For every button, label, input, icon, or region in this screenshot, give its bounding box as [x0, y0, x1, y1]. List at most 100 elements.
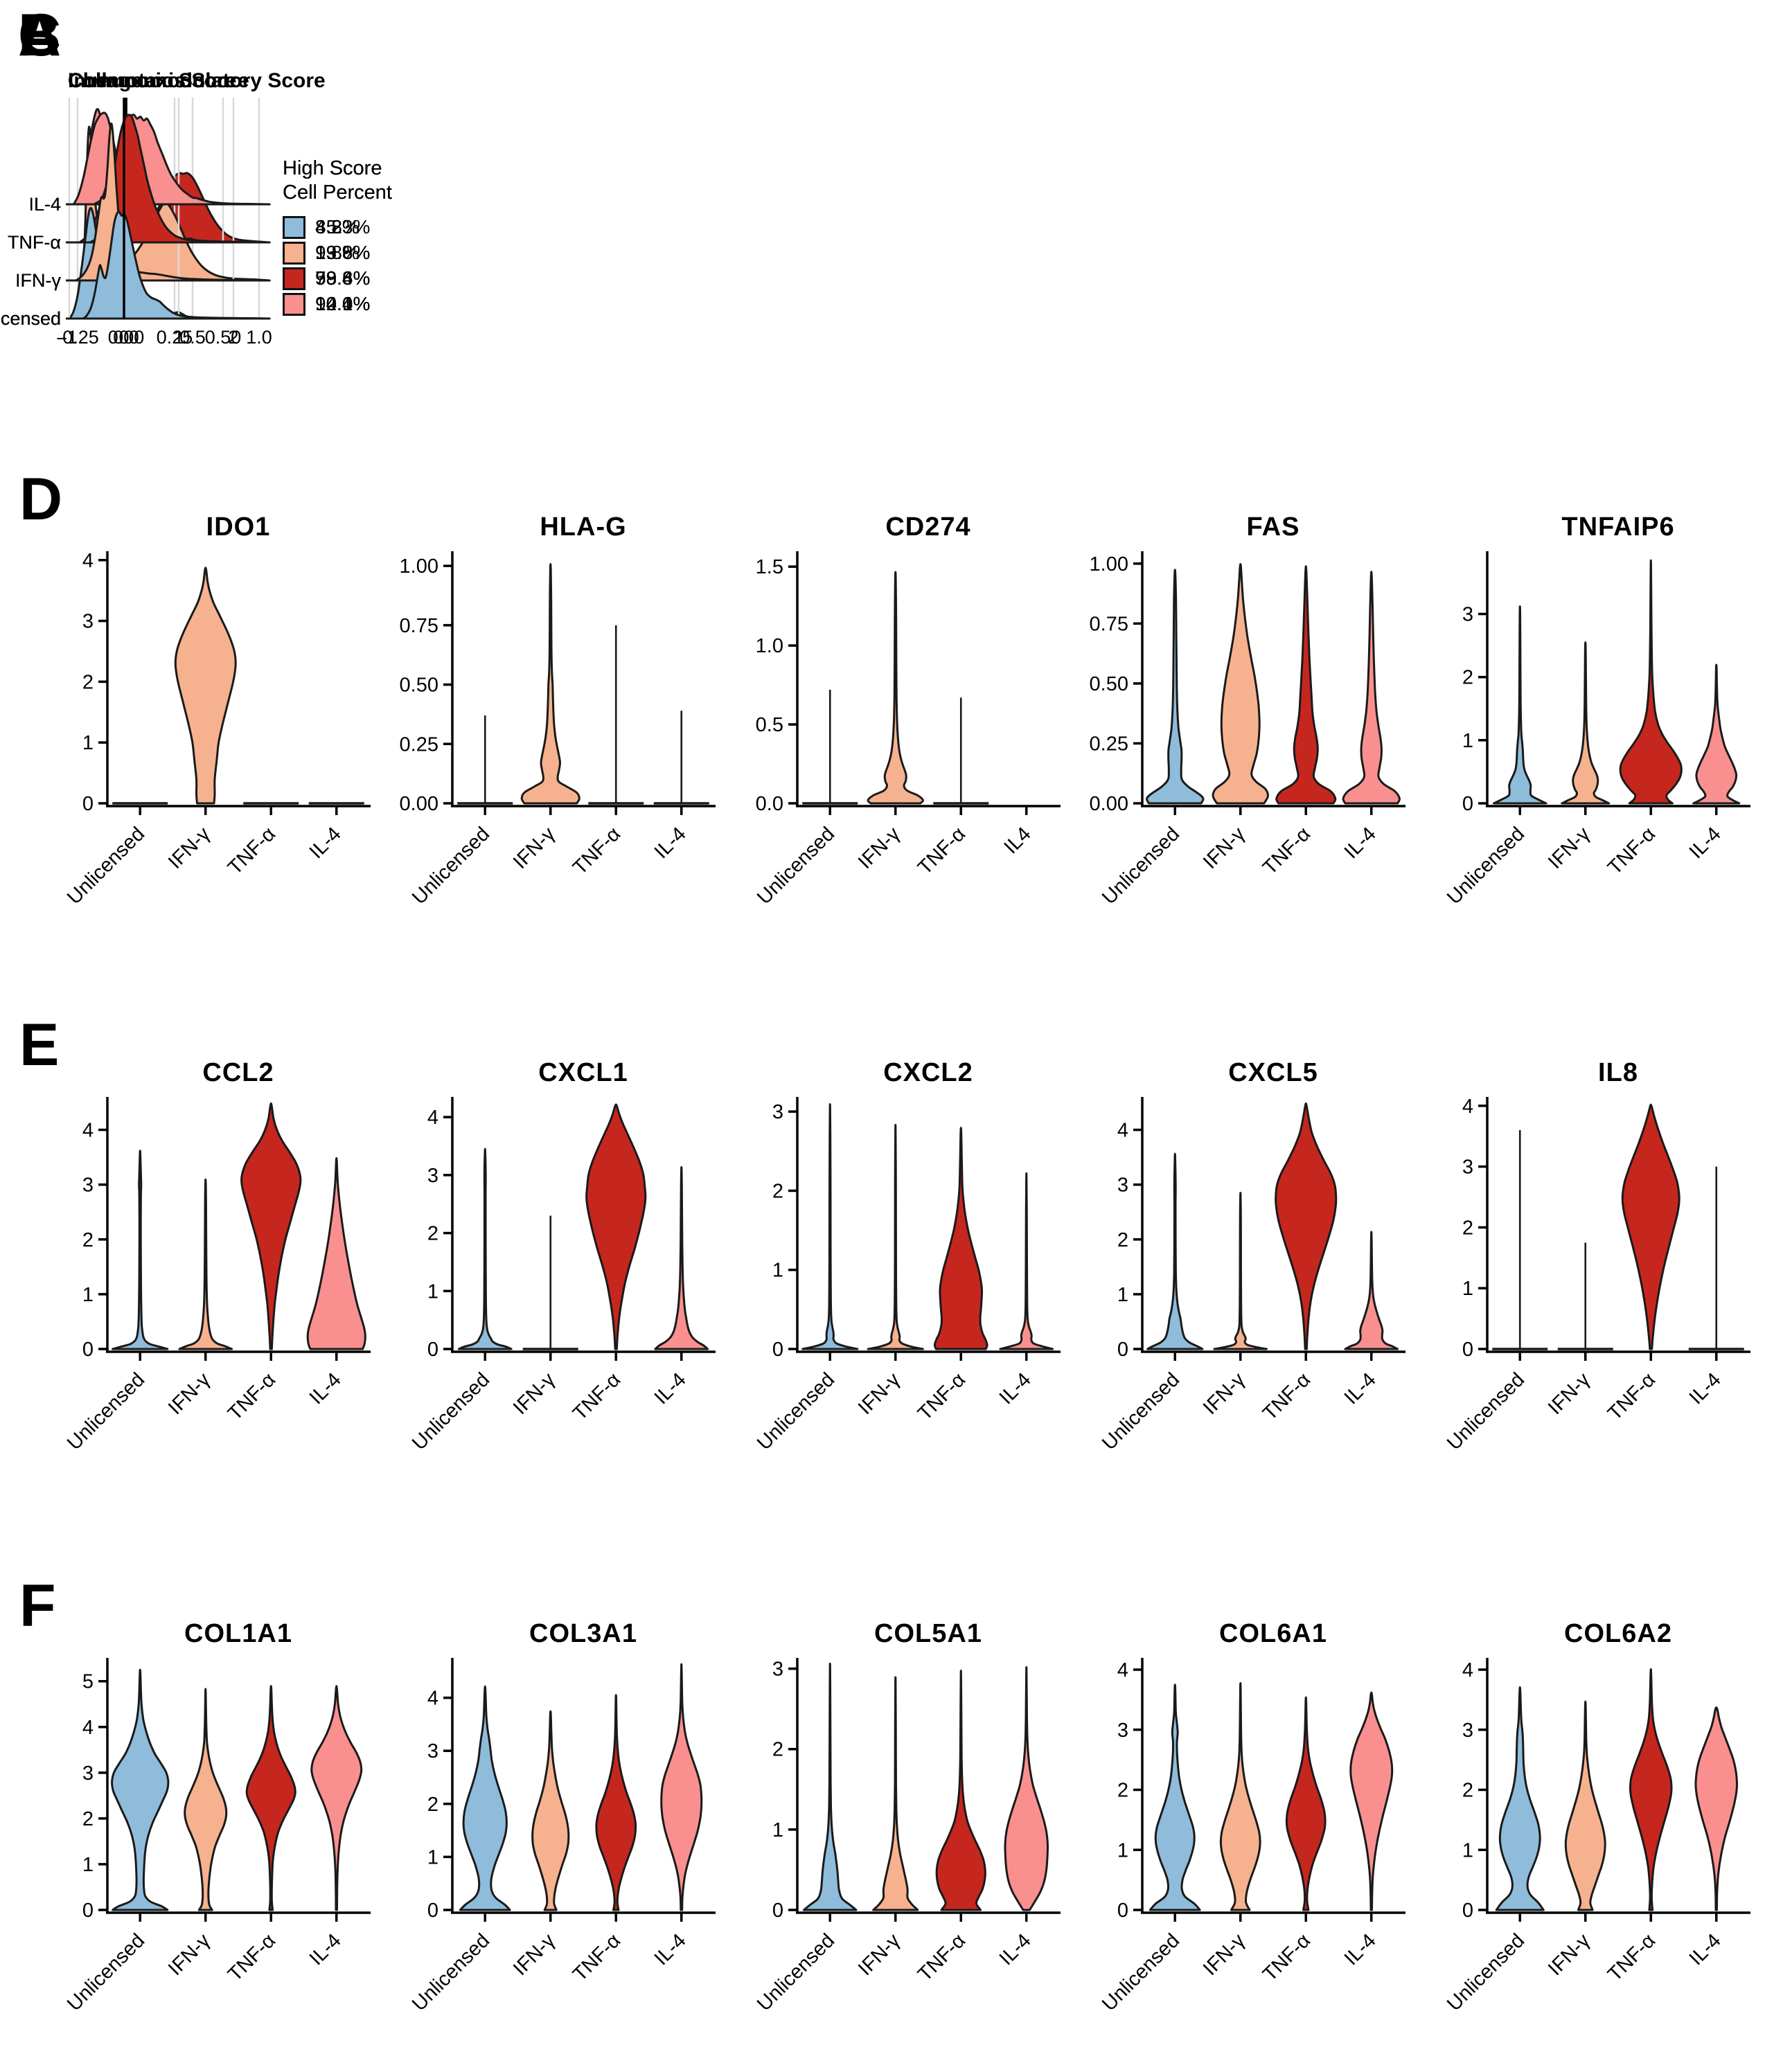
y-tick-label: 4: [1462, 1659, 1473, 1681]
violin-IL-4: [1344, 1231, 1399, 1350]
y-tick-label: 1: [82, 1284, 94, 1306]
violin-plot-fas: FAS 0.00 0.25 0.50 0.75 1.00 Unlicensed IFN-γ TN…: [1073, 512, 1417, 1006]
violin-plot-title: FAS: [1246, 512, 1300, 542]
y-tick-label: 1: [1117, 1284, 1128, 1306]
panel-letter-b: B: [18, 2, 62, 69]
violin-IL-4: [654, 1166, 709, 1350]
y-tick-label: 0: [427, 1900, 438, 1922]
violin-plot-col6a2: COL6A2 0 1 2 3 4 Unlicensed IFN-γ TNF-α IL-4: [1418, 1619, 1762, 2072]
ridge-row-label: TNF-α: [8, 232, 61, 253]
violin-IL-4: [1692, 663, 1741, 805]
y-tick-label: 0: [82, 1339, 94, 1361]
y-tick-label: 0.0: [756, 793, 783, 815]
panel-letter-c: C: [18, 2, 62, 69]
y-tick-label: 1: [772, 1819, 783, 1841]
y-tick-label: 0.75: [1090, 613, 1128, 635]
category-label: Unlicensed: [408, 1929, 494, 2015]
violin-plot-title: TNFAIP6: [1561, 512, 1675, 542]
category-label: TNF-α: [569, 1929, 625, 1985]
violin-Unlicensed: [1148, 1684, 1201, 1911]
violin-IFN-γ: [520, 563, 580, 805]
category-label: Unlicensed: [753, 1368, 839, 1454]
violin-chart: 0.00 0.25 0.50 0.75 1.00 Unlicensed IFN-γ TNF-α…: [400, 551, 716, 909]
category-label: TNF-α: [914, 1368, 970, 1424]
violin-plot-cd274: CD274 0.0 0.5 1.0 1.5 Unlicensed IFN-γ TNF-α IL4: [728, 512, 1072, 1006]
violin-plot-col3a1: COL3A1 0 1 2 3 4 Unlicensed IFN-γ TNF-α IL-4: [383, 1619, 727, 2072]
category-label: IFN-γ: [164, 823, 215, 873]
ridge-title: Collagenic Score: [68, 69, 237, 92]
category-label: IFN-γ: [854, 823, 905, 873]
x-tick-label: 0.00: [108, 327, 145, 348]
category-label: TNF-α: [1604, 1929, 1660, 1985]
category-label: TNF-α: [1604, 823, 1660, 879]
legend-title-line: High Score: [283, 157, 382, 179]
category-label: TNF-α: [1604, 1368, 1660, 1424]
category-label: IL-4: [1685, 1368, 1726, 1409]
violin-IFN-γ: [1561, 641, 1611, 805]
violin-TNF-α: [1285, 1696, 1327, 1911]
y-tick-label: 0.25: [1090, 733, 1128, 755]
violin-Unlicensed: [1495, 1686, 1545, 1911]
violin-IL-4: [1694, 1706, 1739, 1911]
ridge-row-label: IL-4: [28, 194, 61, 215]
category-label: IFN-γ: [1544, 1929, 1595, 1980]
violin-plot-title: COL6A2: [1564, 1619, 1672, 1648]
y-tick-label: 1.00: [400, 555, 438, 578]
panel-letter-a: A: [18, 2, 62, 69]
violin-Unlicensed: [111, 1668, 170, 1911]
y-tick-label: 0: [772, 1339, 783, 1361]
category-label: Unlicensed: [63, 1368, 149, 1454]
category-label: IFN-γ: [164, 1368, 215, 1419]
category-label: IL-4: [1685, 1929, 1726, 1970]
x-tick-label: 1.0: [246, 327, 272, 348]
violin-TNF-α: [240, 1102, 302, 1350]
y-tick-label: 1: [772, 1260, 783, 1282]
violin-chart: 0 1 2 3 4 Unlicensed IFN-γ TNF-α IL-4: [1443, 1096, 1750, 1454]
y-tick-label: 2: [82, 1808, 94, 1830]
category-label: Unlicensed: [408, 823, 494, 909]
y-tick-label: 2: [772, 1739, 783, 1761]
y-tick-label: 5: [82, 1671, 94, 1693]
violin-IL-4: [1349, 1691, 1394, 1911]
violin-TNF-α: [1619, 559, 1683, 805]
legend-percent-label: 58.8%: [315, 267, 371, 289]
y-tick-label: 3: [772, 1659, 783, 1681]
x-tick-label: 0.5: [179, 327, 206, 348]
violin-TNF-α: [1621, 1103, 1680, 1350]
panel-letter-e: E: [19, 1012, 60, 1078]
violin-chart: 0.0 0.5 1.0 1.5 Unlicensed IFN-γ TNF-α IL4: [753, 551, 1061, 909]
x-tick-label: 1: [173, 327, 184, 348]
violin-IFN-γ: [1219, 1682, 1261, 1911]
category-label: IL-4: [305, 1368, 346, 1409]
y-tick-label: 2: [1117, 1229, 1128, 1251]
legend-swatch: [283, 267, 305, 290]
violin-IL-4: [306, 1157, 366, 1350]
violin-plot-il8: IL8 0 1 2 3 4 Unlicensed IFN-γ TNF-α IL-4: [1418, 1058, 1762, 1551]
violin-chart: 0 1 2 3 4 Unlicensed IFN-γ TNF-α IL-4: [408, 1658, 716, 2015]
violin-TNF-α: [1275, 565, 1337, 805]
y-tick-label: 0.00: [400, 793, 438, 815]
category-label: Unlicensed: [1443, 823, 1529, 909]
y-tick-label: 3: [772, 1101, 783, 1123]
category-label: IL-4: [650, 1368, 691, 1409]
violin-chart: 0 1 2 3 4 Unlicensed IFN-γ TNF-α IL-4: [63, 550, 371, 909]
y-tick-label: 0: [82, 793, 94, 815]
legend-title: High Score Cell Percent: [283, 157, 463, 205]
category-label: IFN-γ: [854, 1929, 905, 1980]
y-tick-label: 0.75: [400, 615, 438, 637]
y-tick-label: 0.25: [400, 733, 438, 756]
legend-title-line: Cell Percent: [283, 181, 392, 204]
violin-Unlicensed: [1146, 1152, 1204, 1350]
legend-percent-label: 99.4%: [315, 267, 371, 289]
y-tick-label: 0: [1117, 1900, 1128, 1922]
ridge-row-label: Unlicensed: [0, 308, 61, 329]
legend-percent-label: 93.6%: [315, 242, 371, 264]
x-tick-label: 0: [118, 327, 129, 348]
legend-percent-label: 8.8%: [315, 216, 360, 238]
category-label: IFN-γ: [509, 1368, 560, 1419]
y-tick-label: 4: [1462, 1096, 1473, 1118]
category-label: Unlicensed: [753, 823, 839, 909]
y-tick-label: 3: [82, 611, 94, 633]
y-tick-label: 1: [1462, 1839, 1473, 1861]
x-tick-label: -1: [61, 327, 78, 348]
